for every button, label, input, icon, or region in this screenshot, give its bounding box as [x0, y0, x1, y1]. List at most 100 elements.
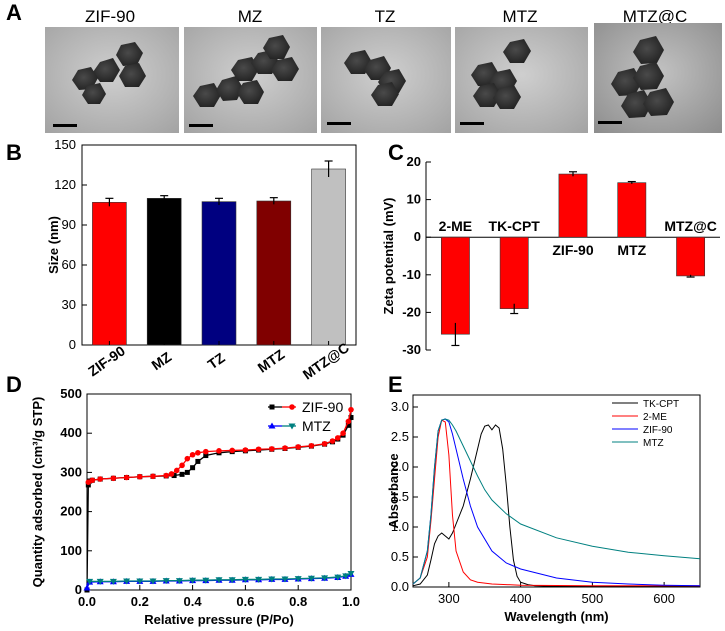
panel-letter-d: D: [6, 372, 22, 397]
tem-image-mtz: [455, 27, 588, 133]
chart-d-ytick-label: 0: [75, 582, 82, 597]
chart-d-data-point: [86, 578, 94, 585]
panel-letter-e: E: [388, 372, 403, 397]
chart-d-data-point: [110, 475, 117, 482]
chart-e-legend-label: TK-CPT: [643, 399, 679, 410]
chart-d-data-point: [203, 448, 209, 455]
chart-d-data-point: [229, 447, 235, 454]
chart-c-ytick-label: 10: [407, 192, 421, 207]
chart-d-legend-marker: [288, 423, 296, 430]
chart-d-xtick-label: 1.0: [342, 594, 360, 609]
chart-d-xlabel: Relative pressure (P/Po): [144, 612, 294, 627]
chart-d-data-point: [184, 455, 191, 462]
chart-d-data-point: [345, 418, 352, 425]
chart-b-category-label: MTZ: [255, 346, 288, 376]
chart-d-data-point: [334, 574, 342, 581]
chart-b-ylabel: Size (nm): [46, 216, 61, 274]
chart-b-ytick-label: 150: [54, 137, 76, 152]
chart-b-bar: [256, 200, 292, 346]
chart-c-category-label: MTZ: [617, 242, 646, 258]
chart-d-data-point: [242, 447, 249, 453]
chart-c-ytick-label: 0: [414, 229, 421, 244]
chart-d-ytick-label: 400: [60, 425, 82, 440]
chart-d-data-point: [179, 462, 185, 469]
chart-d-data-point: [268, 576, 276, 583]
chart-e-legend-label: 2-ME: [643, 412, 667, 423]
chart-e-xtick-label: 600: [653, 591, 675, 606]
chart-d-legend-marker: [269, 404, 275, 410]
chart-d-data-point: [163, 472, 169, 479]
tem-label-tz: TZ: [375, 7, 396, 26]
chart-d-data-point: [190, 465, 196, 471]
chart-e-ytick-label: 1.0: [391, 519, 409, 534]
chart-d-data-point: [342, 573, 350, 580]
chart-d-data-point: [123, 578, 131, 585]
chart-c-category-label: 2-ME: [439, 218, 472, 234]
chart-d-data-point: [123, 474, 130, 481]
chart-d-data-point: [195, 450, 201, 456]
chart-d-data-point: [295, 444, 302, 450]
chart-d-legend-label: ZIF-90: [302, 399, 343, 415]
chart-d-data-point: [294, 576, 302, 583]
chart-b-ytick-label: 60: [62, 257, 76, 272]
chart-d-data-point: [216, 448, 222, 454]
chart-d-data-point: [307, 575, 315, 582]
chart-d-xtick-label: 0.8: [289, 594, 307, 609]
chart-d-data-point: [184, 469, 190, 475]
chart-b-category-label: MTZ@C: [300, 339, 352, 382]
chart-c-category-label: TK-CPT: [489, 218, 541, 234]
chart-d-data-point: [269, 446, 275, 452]
chart-c-zeta: -30 -20 -10 0 10 20 Zeta potential (mV) 2-ME TK-…: [381, 154, 720, 357]
chart-d-legend-label: MTZ: [302, 418, 331, 434]
chart-d-data-point: [173, 467, 180, 474]
chart-d-data-point: [308, 442, 315, 449]
panel-letter-b: B: [6, 140, 22, 165]
chart-d-ytick-label: 500: [60, 386, 82, 401]
chart-e-xtick-label: 500: [582, 591, 604, 606]
chart-d-data-point: [345, 422, 351, 428]
chart-d-data-point: [83, 584, 91, 591]
chart-e-legend-label: MTZ: [643, 438, 664, 449]
chart-d-data-point: [195, 458, 201, 464]
chart-c-ytick-label: -30: [402, 342, 421, 357]
tem-label-mz: MZ: [238, 7, 263, 26]
chart-e-ytick-label: 2.5: [391, 429, 409, 444]
chart-d-data-point: [241, 576, 249, 583]
chart-d-data-point: [179, 471, 185, 477]
chart-d-data-point: [171, 473, 177, 479]
chart-c-ytick-label: -20: [402, 304, 421, 319]
chart-d-data-point: [96, 578, 104, 585]
chart-d-data-point: [136, 578, 144, 585]
chart-c-ytick-label: 20: [407, 154, 421, 169]
tem-label-mtz: MTZ: [503, 7, 538, 26]
chart-e-uvvis: 0.0 0.5 1.0 1.5 2.0 2.5 3.0 300 400 500 600 Wavelen…: [386, 394, 701, 624]
chart-b-ytick-label: 90: [62, 217, 76, 232]
tem-image-tz: [321, 27, 451, 133]
chart-b-bar: [201, 201, 237, 346]
chart-d-data-point: [329, 438, 336, 444]
chart-e-legend-label: ZIF-90: [643, 425, 673, 436]
tem-image-mtzc: [594, 23, 722, 133]
chart-d-data-point: [281, 576, 289, 583]
chart-d-frame: [86, 393, 352, 591]
chart-d-ylabel: Quantity adsorbed (cm³/g STP): [30, 397, 45, 588]
panel-letter-c: C: [388, 140, 404, 165]
chart-b-bar: [311, 168, 346, 346]
chart-b-ytick-label: 120: [54, 177, 76, 192]
chart-e-ytick-label: 0.0: [391, 579, 409, 594]
chart-c-bar: [617, 182, 647, 238]
chart-d-data-point: [255, 446, 262, 453]
chart-e-frame: [412, 394, 701, 588]
tem-image-zif90: [45, 27, 179, 133]
chart-d-ytick-label: 200: [60, 504, 82, 519]
chart-c-ylabel: Zeta potential (mV): [381, 197, 396, 314]
tem-label-zif90: ZIF-90: [85, 7, 135, 26]
chart-c-ytick-label: -10: [402, 267, 421, 282]
chart-c-bar: [499, 236, 529, 309]
chart-d-data-point: [321, 440, 328, 447]
chart-d-data-point: [150, 473, 156, 480]
chart-d-data-point: [255, 576, 263, 583]
chart-b-bar: [92, 202, 127, 346]
chart-b-ytick-label: 0: [69, 337, 76, 352]
chart-d-data-point: [189, 577, 197, 584]
